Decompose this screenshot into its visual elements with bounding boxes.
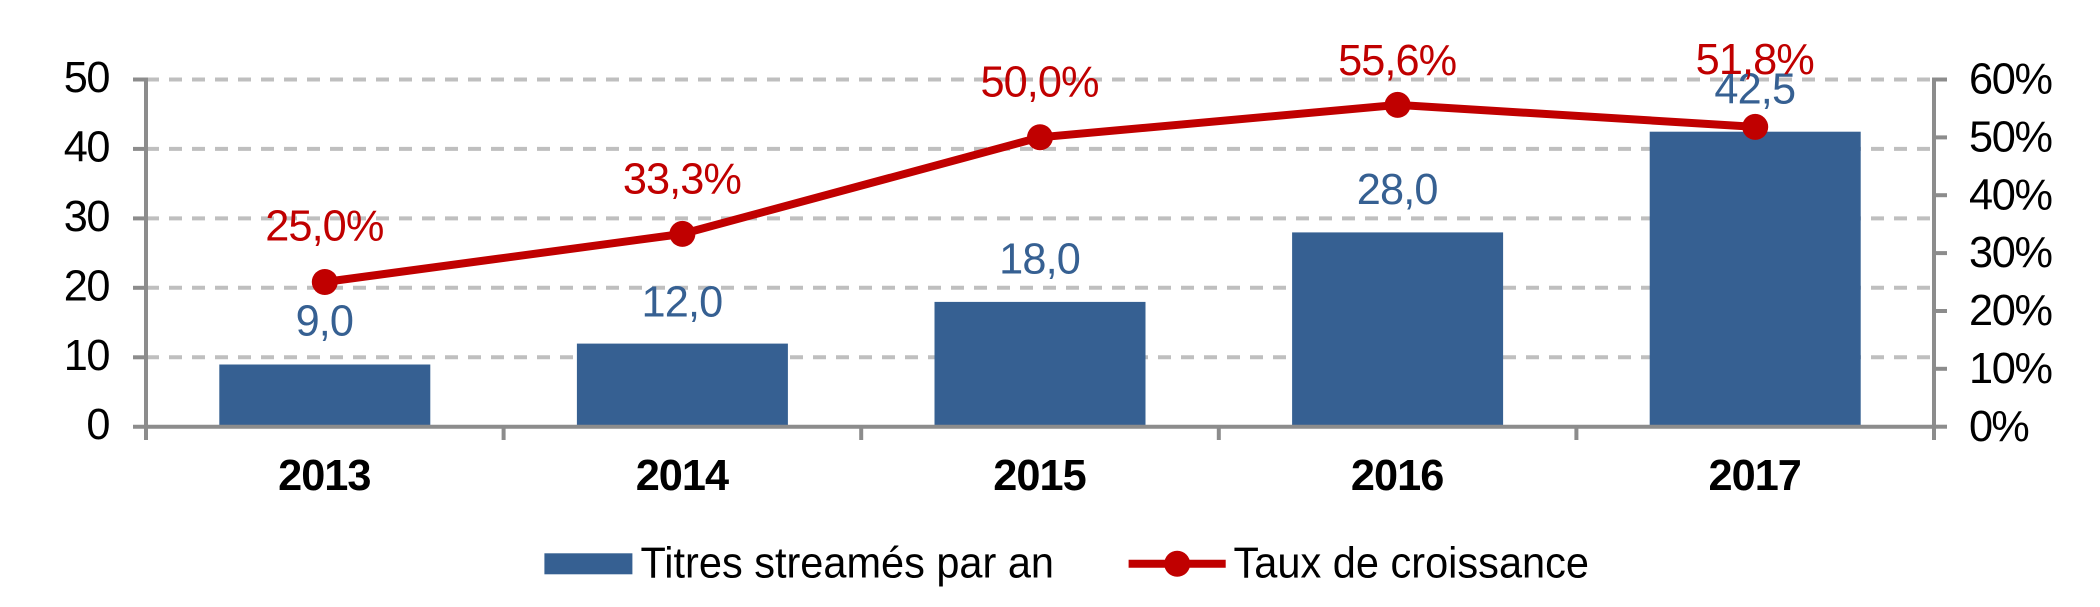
- svg-text:51,8%: 51,8%: [1696, 36, 1815, 84]
- svg-text:2014: 2014: [636, 452, 729, 500]
- svg-text:50: 50: [64, 54, 111, 102]
- svg-text:55,6%: 55,6%: [1338, 37, 1457, 85]
- svg-text:2016: 2016: [1351, 452, 1444, 500]
- svg-text:60%: 60%: [1969, 56, 2053, 104]
- svg-text:2013: 2013: [278, 452, 371, 500]
- svg-text:2017: 2017: [1708, 452, 1801, 500]
- svg-text:0: 0: [86, 401, 110, 449]
- svg-text:25,0%: 25,0%: [265, 203, 384, 251]
- svg-text:40: 40: [64, 123, 111, 171]
- svg-text:28,0: 28,0: [1357, 166, 1439, 214]
- svg-text:10: 10: [64, 332, 111, 380]
- svg-text:20: 20: [64, 262, 111, 310]
- svg-text:42,5: 42,5: [1714, 66, 1796, 114]
- svg-text:30: 30: [64, 193, 111, 241]
- svg-text:50%: 50%: [1969, 114, 2053, 162]
- svg-text:40%: 40%: [1969, 171, 2053, 219]
- svg-text:Taux de croissance: Taux de croissance: [1234, 540, 1590, 588]
- svg-text:10%: 10%: [1969, 345, 2053, 393]
- svg-text:9,0: 9,0: [296, 297, 354, 345]
- svg-text:30%: 30%: [1969, 229, 2053, 277]
- svg-text:0%: 0%: [1969, 403, 2030, 451]
- svg-text:18,0: 18,0: [999, 235, 1081, 283]
- svg-text:Titres streamés par an: Titres streamés par an: [641, 540, 1055, 588]
- svg-text:20%: 20%: [1969, 287, 2053, 335]
- svg-text:12,0: 12,0: [642, 278, 724, 326]
- svg-text:50,0%: 50,0%: [980, 58, 1099, 106]
- svg-text:2015: 2015: [993, 452, 1086, 500]
- svg-text:33,3%: 33,3%: [623, 155, 742, 203]
